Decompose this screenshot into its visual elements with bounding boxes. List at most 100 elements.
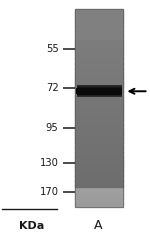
Bar [75, 29, 123, 31]
Bar [75, 172, 123, 174]
Bar [75, 139, 123, 141]
Bar [75, 15, 123, 18]
Bar [75, 116, 123, 118]
Bar [75, 200, 123, 202]
Bar [75, 9, 123, 207]
Bar [75, 165, 123, 168]
Bar [75, 183, 123, 186]
Bar [76, 89, 122, 90]
Bar [75, 58, 123, 60]
Bar [75, 147, 123, 150]
Bar [75, 98, 123, 100]
Bar [75, 78, 123, 80]
Bar [75, 88, 123, 90]
Bar [75, 30, 123, 33]
Bar [75, 47, 123, 49]
Bar [75, 80, 123, 82]
Bar [75, 70, 123, 72]
Bar [75, 179, 123, 181]
Bar [75, 146, 123, 148]
Bar [75, 24, 123, 26]
Bar [75, 27, 123, 29]
Bar [75, 141, 123, 143]
Bar [75, 9, 123, 11]
Bar [75, 126, 123, 128]
Bar [75, 202, 123, 204]
Text: 95: 95 [46, 123, 58, 132]
Bar [75, 103, 123, 105]
Bar [75, 162, 123, 164]
Bar [75, 131, 123, 133]
Bar [75, 110, 123, 112]
Bar [75, 14, 123, 16]
Bar [75, 175, 123, 177]
Bar [75, 91, 123, 93]
Bar [75, 44, 123, 46]
Bar [76, 89, 122, 90]
Bar [75, 134, 123, 136]
Bar [75, 45, 123, 47]
Bar [75, 149, 123, 151]
Bar [75, 124, 123, 126]
Bar [75, 90, 123, 92]
Bar [75, 170, 123, 172]
Bar [75, 72, 123, 74]
Text: KDa: KDa [20, 221, 45, 231]
Bar [75, 48, 123, 51]
Bar [75, 113, 123, 115]
Bar [75, 52, 123, 54]
Bar [75, 174, 123, 176]
Text: A: A [94, 219, 102, 232]
Bar [75, 104, 123, 106]
Bar [75, 11, 123, 13]
Bar [76, 93, 122, 94]
Bar [75, 164, 123, 166]
Bar [76, 95, 122, 96]
Bar [75, 169, 123, 171]
Bar [75, 119, 123, 121]
Bar [76, 88, 122, 89]
Bar [75, 60, 123, 62]
Bar [75, 32, 123, 34]
Bar [75, 108, 123, 110]
Bar [75, 177, 123, 179]
Bar [76, 95, 122, 96]
Bar [75, 123, 123, 125]
Bar [75, 53, 123, 55]
Bar [75, 93, 123, 95]
Bar [75, 62, 123, 64]
Bar [75, 75, 123, 77]
Bar [75, 20, 123, 22]
Bar [75, 63, 123, 65]
Bar [76, 85, 122, 86]
Bar [75, 144, 123, 146]
Bar [75, 197, 123, 199]
Bar [75, 35, 123, 37]
Bar [75, 151, 123, 153]
Bar [75, 198, 123, 201]
Bar [75, 182, 123, 184]
Text: 72: 72 [46, 84, 58, 93]
Bar [75, 55, 123, 57]
Bar [75, 66, 123, 69]
Bar [75, 194, 123, 196]
Bar [75, 86, 123, 88]
Bar [76, 90, 122, 91]
Bar [76, 92, 122, 93]
Bar [76, 94, 122, 95]
Bar [75, 142, 123, 144]
Bar [75, 96, 123, 98]
Bar [75, 68, 123, 70]
Bar [75, 137, 123, 139]
Bar [75, 73, 123, 75]
Bar [75, 101, 123, 103]
Text: 55: 55 [46, 44, 58, 54]
Bar [75, 203, 123, 205]
Bar [76, 86, 122, 87]
Bar [76, 91, 122, 92]
Bar [75, 136, 123, 138]
Bar [75, 95, 123, 97]
Text: 170: 170 [39, 187, 58, 197]
Bar [75, 17, 123, 19]
Bar [75, 189, 123, 191]
